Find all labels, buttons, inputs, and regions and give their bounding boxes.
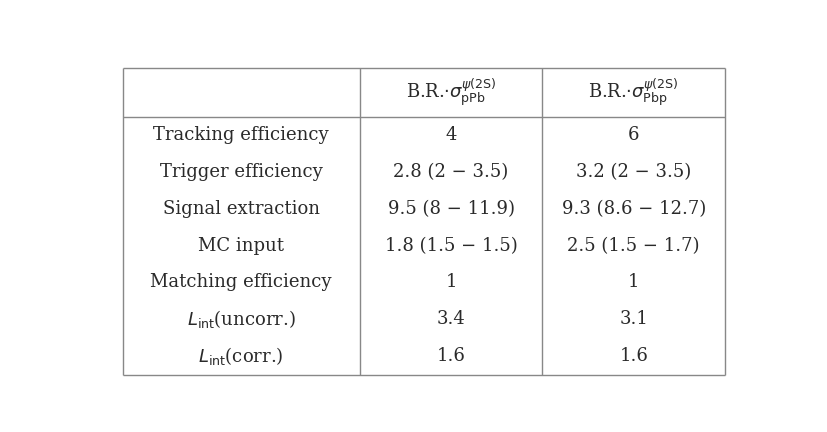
Text: 4: 4 [446, 126, 457, 144]
Text: 3.2 (2 − 3.5): 3.2 (2 − 3.5) [576, 163, 691, 181]
Text: Tracking efficiency: Tracking efficiency [153, 126, 329, 144]
Text: B.R.$\cdot\sigma_{\mathrm{Pbp}}^{\psi(\mathrm{2S})}$: B.R.$\cdot\sigma_{\mathrm{Pbp}}^{\psi(\m… [588, 76, 679, 109]
Text: 1.6: 1.6 [619, 347, 648, 365]
Text: 1: 1 [445, 273, 457, 292]
Text: Signal extraction: Signal extraction [163, 200, 320, 218]
Text: 1.6: 1.6 [437, 347, 466, 365]
Text: 9.5 (8 − 11.9): 9.5 (8 − 11.9) [388, 200, 514, 218]
Text: MC input: MC input [198, 237, 284, 254]
Text: $L_{\mathrm{int}}$(uncorr.): $L_{\mathrm{int}}$(uncorr.) [187, 308, 295, 330]
Text: 3.1: 3.1 [619, 310, 648, 328]
Text: Matching efficiency: Matching efficiency [151, 273, 332, 292]
Text: 3.4: 3.4 [437, 310, 466, 328]
Text: 1: 1 [628, 273, 639, 292]
Text: 9.3 (8.6 − 12.7): 9.3 (8.6 − 12.7) [562, 200, 706, 218]
Text: 6: 6 [628, 126, 639, 144]
Text: 2.8 (2 − 3.5): 2.8 (2 − 3.5) [394, 163, 509, 181]
Text: Trigger efficiency: Trigger efficiency [160, 163, 323, 181]
Text: 1.8 (1.5 − 1.5): 1.8 (1.5 − 1.5) [385, 237, 518, 254]
Text: $L_{\mathrm{int}}$(corr.): $L_{\mathrm{int}}$(corr.) [198, 345, 284, 367]
Text: B.R.$\cdot\sigma_{\mathrm{pPb}}^{\psi(\mathrm{2S})}$: B.R.$\cdot\sigma_{\mathrm{pPb}}^{\psi(\m… [406, 76, 496, 109]
Text: 2.5 (1.5 − 1.7): 2.5 (1.5 − 1.7) [567, 237, 700, 254]
